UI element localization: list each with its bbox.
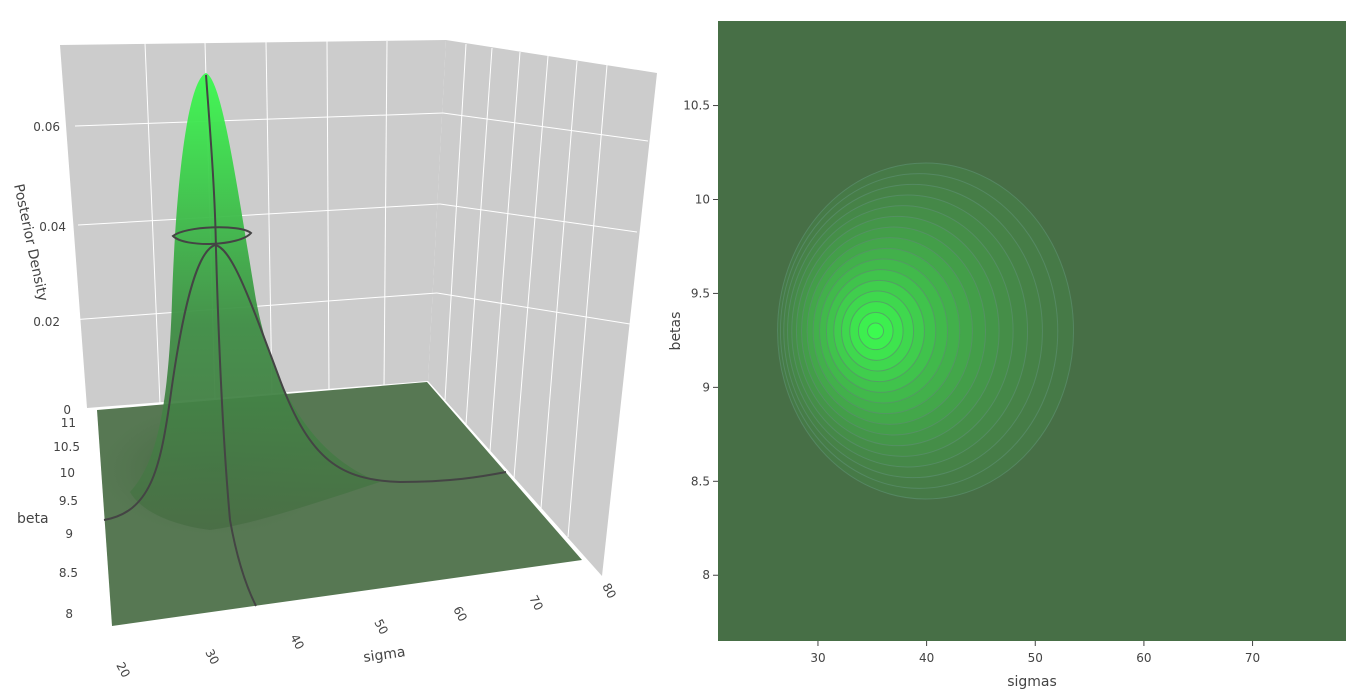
- x-tick-label: 80: [599, 581, 619, 601]
- y-tick-label: 8.5: [59, 566, 78, 580]
- x-tick-label: 60: [450, 604, 470, 624]
- contour-x-axis-label: sigmas: [1007, 674, 1057, 690]
- x-tick-label: 50: [371, 617, 391, 637]
- y-tick-label: 8: [702, 568, 710, 582]
- surface-contours: [103, 74, 507, 607]
- y-tick-label: 9.5: [691, 286, 710, 300]
- x-tick-label: 30: [810, 651, 825, 665]
- x-tick-label: 70: [526, 593, 546, 613]
- z-tick-label: 0: [63, 403, 71, 417]
- y-tick-label: 9.5: [59, 494, 78, 508]
- z-tick-label: 0.04: [39, 220, 66, 234]
- y-tick-label: 10.5: [53, 440, 80, 454]
- surface-plot[interactable]: 0 0.02 0.04 0.06 8 8.5 9 9.5 10 10.5 11 20 30 40 50 6…: [0, 0, 680, 700]
- z-tick-labels: 0 0.02 0.04 0.06: [33, 120, 71, 417]
- y-axis-label: beta: [17, 511, 49, 527]
- back-pane-right: [428, 40, 657, 576]
- contour-line-sigma: [103, 243, 507, 521]
- contour-y-axis-label: betas: [668, 312, 684, 351]
- x-tick-label: 30: [202, 647, 222, 667]
- z-tick-label: 0.02: [33, 315, 60, 329]
- x-tick-label: 20: [113, 660, 133, 680]
- y-tick-label: 10: [695, 192, 710, 206]
- surface-peak[interactable]: [130, 73, 380, 530]
- y-tick-label: 8: [65, 607, 73, 621]
- x-tick-label: 40: [287, 632, 307, 652]
- x-tick-label: 50: [1028, 651, 1043, 665]
- y-tick-labels: 8 8.5 9 9.5 10 10.5 11: [53, 416, 80, 621]
- contour-level: [867, 322, 885, 340]
- z-tick-label: 0.06: [33, 120, 60, 134]
- contour-y-tick-labels: 8 8.5 9 9.5 10 10.5: [683, 99, 718, 582]
- contour-x-tick-labels: 30 40 50 60 70: [810, 641, 1260, 665]
- contour-ring: [171, 226, 253, 245]
- x-tick-label: 40: [919, 651, 934, 665]
- x-axis-label: sigma: [362, 644, 406, 666]
- y-tick-label: 9: [65, 527, 73, 541]
- x-tick-label: 70: [1245, 651, 1260, 665]
- contour-levels: [777, 162, 1075, 500]
- y-tick-label: 10.5: [683, 99, 710, 113]
- contour-line-beta: [205, 74, 257, 607]
- x-tick-labels: 20 30 40 50 60 70 80: [113, 581, 619, 680]
- y-tick-label: 11: [61, 416, 76, 430]
- y-tick-label: 9: [702, 380, 710, 394]
- y-tick-label: 10: [60, 466, 75, 480]
- x-tick-label: 60: [1136, 651, 1151, 665]
- y-tick-label: 8.5: [691, 474, 710, 488]
